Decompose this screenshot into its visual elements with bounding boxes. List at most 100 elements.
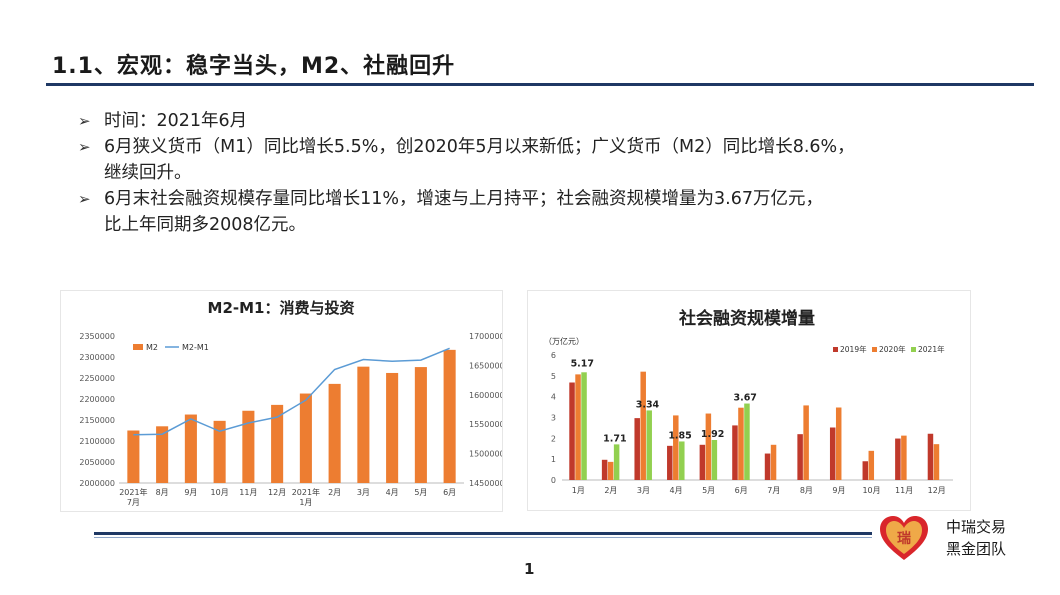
y-tick-label: 0 [551,476,556,485]
bar-2020年 [738,407,744,480]
bar-m2 [328,383,341,483]
x-tick-label: 12月 [268,488,286,497]
x-tick-label: 7月 [127,498,140,507]
chart-title: 社会融资规模增量 [678,308,815,329]
bar-2021年 [679,441,685,480]
legend-label-2020年: 2020年 [879,344,906,354]
bar-2020年 [868,450,875,480]
x-tick-label: 2021年 [292,487,320,497]
bar-m2 [443,349,456,483]
bar-2020年 [607,461,614,480]
bullet-text-continued: 比上年同期多2008亿元。 [104,215,307,235]
data-label-2021: 3.67 [733,393,756,404]
bar-2019年 [732,425,738,480]
bullet-item: ➢ 时间：2021年6月 [78,108,1018,134]
bar-2020年 [640,371,646,480]
x-tick-label: 8月 [800,486,813,495]
bar-m2 [299,393,312,483]
m2-m1-chart: M2-M1：消费与投资 2350000 2300000 2250000 2200000 2… [79,299,502,507]
bar-2019年 [699,444,706,480]
bullet-text: 6月末社会融资规模存量同比增长11%，增速与上月持平；社会融资规模增量为3.67… [104,189,823,209]
bullet-text: 6月狭义货币（M1）同比增长5.5%，创2020年5月以来新低；广义货币（M2）… [104,137,855,157]
x-tick-label: 5月 [702,486,715,495]
bar-2019年 [667,445,673,480]
bar-2019年 [601,459,608,480]
bar-2019年 [829,427,836,480]
bar-2020年 [770,444,777,480]
bar-2021年 [613,444,620,480]
bar-m2 [184,414,197,483]
bar-2020年 [705,413,712,480]
bar-2020年 [901,435,907,480]
bar-2020年 [835,407,842,480]
x-tick-label: 5月 [414,488,427,497]
bar-2021年 [711,440,718,480]
legend-swatch-m2 [133,344,143,350]
bar-2020年 [933,444,940,480]
legend-label-2021年: 2021年 [918,344,945,354]
line-m2-m1 [133,347,450,436]
y-right-tick-label: 1600000 [469,391,502,400]
arrow-bullet-icon: ➢ [78,190,91,208]
bar-m2 [242,410,255,483]
x-tick-label: 2月 [604,486,617,495]
brand-name: 中瑞交易 黑金团队 [946,516,1006,560]
bar-m2 [271,404,284,483]
x-tick-label: 11月 [239,488,257,497]
page-number: 1 [524,560,535,578]
x-tick-label: 2月 [328,488,341,497]
bar-m2 [156,426,169,483]
bar-2019年 [764,453,771,480]
y-right-tick-label: 1500000 [469,450,502,459]
bar-m2 [386,372,399,483]
y-left-tick-label: 2350000 [79,332,115,341]
y-tick-label: 4 [551,393,556,402]
y-right-tick-label: 1700000 [469,332,502,341]
y-left-tick-label: 2150000 [79,416,115,425]
page-title: 1.1、宏观：稳字当头，M2、社融回升 [52,54,456,79]
y-axis-label: （万亿元） [544,336,584,346]
y-tick-label: 3 [551,414,556,423]
y-tick-label: 6 [551,351,556,360]
x-tick-label: 11月 [895,486,913,495]
bullet-text: 时间：2021年6月 [104,111,248,131]
bar-m2 [127,430,140,483]
bar-m2 [357,366,370,483]
bullet-item: ➢ 6月末社会融资规模存量同比增长11%，增速与上月持平；社会融资规模增量为3.… [78,186,1018,238]
bar-2019年 [927,433,934,480]
data-label-2021: 1.71 [603,433,626,444]
data-label-2021: 1.92 [701,429,724,440]
x-tick-label: 3月 [357,488,370,497]
arrow-bullet-icon: ➢ [78,138,91,156]
social-financing-chart-panel: 社会融资规模增量 （万亿元） 0 1 2 3 4 5 6 1月 2月 3月 4月 5月 6月 7月 8月 9月 10… [527,290,971,511]
m2-m1-chart-panel: M2-M1：消费与投资 2350000 2300000 2250000 2200000 2… [60,290,503,512]
legend-label-m2-m1: M2-M1 [182,343,209,352]
legend-swatch-2020年 [872,347,877,352]
bar-2020年 [803,405,809,480]
y-tick-label: 5 [551,372,556,381]
bar-2020年 [673,415,679,480]
bar-2020年 [575,374,581,480]
legend-label-2019年: 2019年 [840,344,867,354]
bullet-item: ➢ 6月狭义货币（M1）同比增长5.5%，创2020年5月以来新低；广义货币（M… [78,134,1018,186]
data-label-2021: 5.17 [571,358,594,369]
footer-divider-thin [94,537,872,538]
bar-m2 [213,420,226,483]
x-tick-label: 3月 [637,486,650,495]
chart-title: M2-M1：消费与投资 [208,299,355,317]
x-tick-label: 6月 [443,488,456,497]
bar-2019年 [634,418,640,480]
bullet-list: ➢ 时间：2021年6月 ➢ 6月狭义货币（M1）同比增长5.5%，创2020年… [78,108,1018,238]
x-tick-label: 10月 [862,486,880,495]
bar-2019年 [895,438,901,480]
legend-swatch-2019年 [833,347,838,352]
heart-inner [886,521,922,554]
y-right-tick-label: 1650000 [469,361,502,370]
bar-2019年 [862,461,869,480]
x-tick-label: 6月 [735,486,748,495]
x-tick-label: 4月 [669,486,682,495]
social-financing-chart: 社会融资规模增量 （万亿元） 0 1 2 3 4 5 6 1月 2月 3月 4月 5月 6月 7月 8月 9月 10… [544,308,953,495]
y-left-tick-label: 2050000 [79,458,115,467]
logo-character: 瑞 [897,530,911,547]
brand-line-2: 黑金团队 [946,540,1007,558]
